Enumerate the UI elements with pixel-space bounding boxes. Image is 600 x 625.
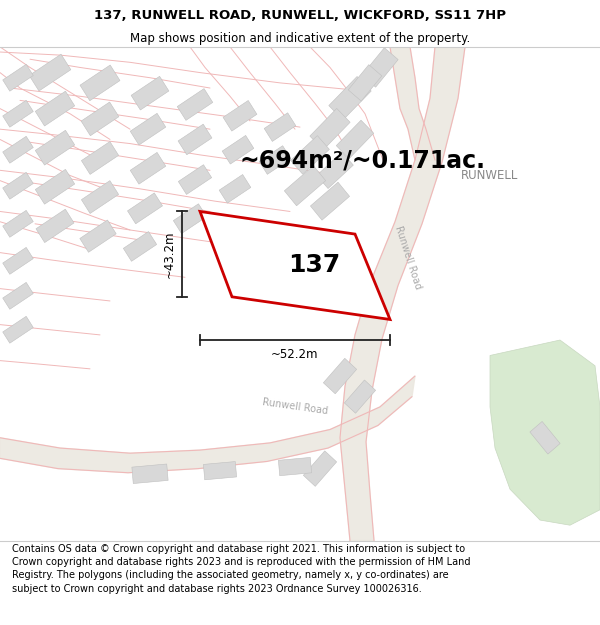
Text: ~43.2m: ~43.2m [163, 231, 176, 278]
Polygon shape [304, 451, 337, 486]
Text: Runwell Road: Runwell Road [262, 398, 328, 416]
Polygon shape [329, 76, 371, 120]
Polygon shape [222, 136, 254, 164]
Polygon shape [29, 54, 71, 91]
Polygon shape [178, 124, 212, 155]
Polygon shape [344, 380, 376, 413]
Polygon shape [278, 458, 311, 476]
Polygon shape [178, 165, 212, 194]
Text: Contains OS data © Crown copyright and database right 2021. This information is : Contains OS data © Crown copyright and d… [12, 544, 470, 594]
Polygon shape [310, 108, 350, 150]
Text: ~52.2m: ~52.2m [271, 348, 319, 361]
Polygon shape [36, 209, 74, 242]
Text: ~694m²/~0.171ac.: ~694m²/~0.171ac. [240, 148, 486, 172]
Polygon shape [3, 316, 33, 343]
Polygon shape [35, 169, 75, 204]
Polygon shape [3, 136, 33, 163]
Polygon shape [35, 91, 75, 126]
Polygon shape [132, 464, 168, 484]
Polygon shape [3, 248, 33, 274]
Polygon shape [130, 113, 166, 145]
Polygon shape [490, 340, 600, 525]
Polygon shape [81, 102, 119, 136]
Polygon shape [200, 211, 390, 319]
Polygon shape [284, 166, 326, 206]
Polygon shape [130, 152, 166, 184]
Polygon shape [323, 358, 356, 394]
Polygon shape [390, 47, 435, 160]
Polygon shape [80, 220, 116, 253]
Polygon shape [264, 112, 296, 141]
Polygon shape [340, 47, 465, 541]
Polygon shape [131, 76, 169, 110]
Polygon shape [223, 101, 257, 131]
Polygon shape [3, 282, 33, 309]
Polygon shape [203, 461, 236, 480]
Polygon shape [219, 174, 251, 203]
Text: Map shows position and indicative extent of the property.: Map shows position and indicative extent… [130, 32, 470, 45]
Polygon shape [362, 48, 398, 88]
Polygon shape [348, 64, 382, 101]
Text: 137: 137 [288, 254, 340, 278]
Polygon shape [80, 65, 120, 101]
Polygon shape [317, 152, 353, 189]
Polygon shape [127, 193, 163, 224]
Polygon shape [177, 89, 213, 121]
Polygon shape [259, 146, 291, 174]
Polygon shape [530, 421, 560, 454]
Polygon shape [310, 182, 350, 220]
Polygon shape [173, 204, 206, 234]
Polygon shape [82, 141, 119, 174]
Text: RUNWELL: RUNWELL [461, 169, 518, 182]
Polygon shape [3, 211, 33, 238]
Text: Runwell Road: Runwell Road [393, 225, 423, 291]
Polygon shape [35, 130, 75, 165]
Polygon shape [3, 64, 33, 91]
Polygon shape [0, 376, 415, 472]
Polygon shape [336, 120, 374, 159]
Polygon shape [3, 100, 33, 127]
Polygon shape [82, 181, 119, 214]
Polygon shape [290, 136, 329, 174]
Polygon shape [124, 231, 157, 261]
Text: 137, RUNWELL ROAD, RUNWELL, WICKFORD, SS11 7HP: 137, RUNWELL ROAD, RUNWELL, WICKFORD, SS… [94, 9, 506, 22]
Polygon shape [3, 173, 33, 199]
